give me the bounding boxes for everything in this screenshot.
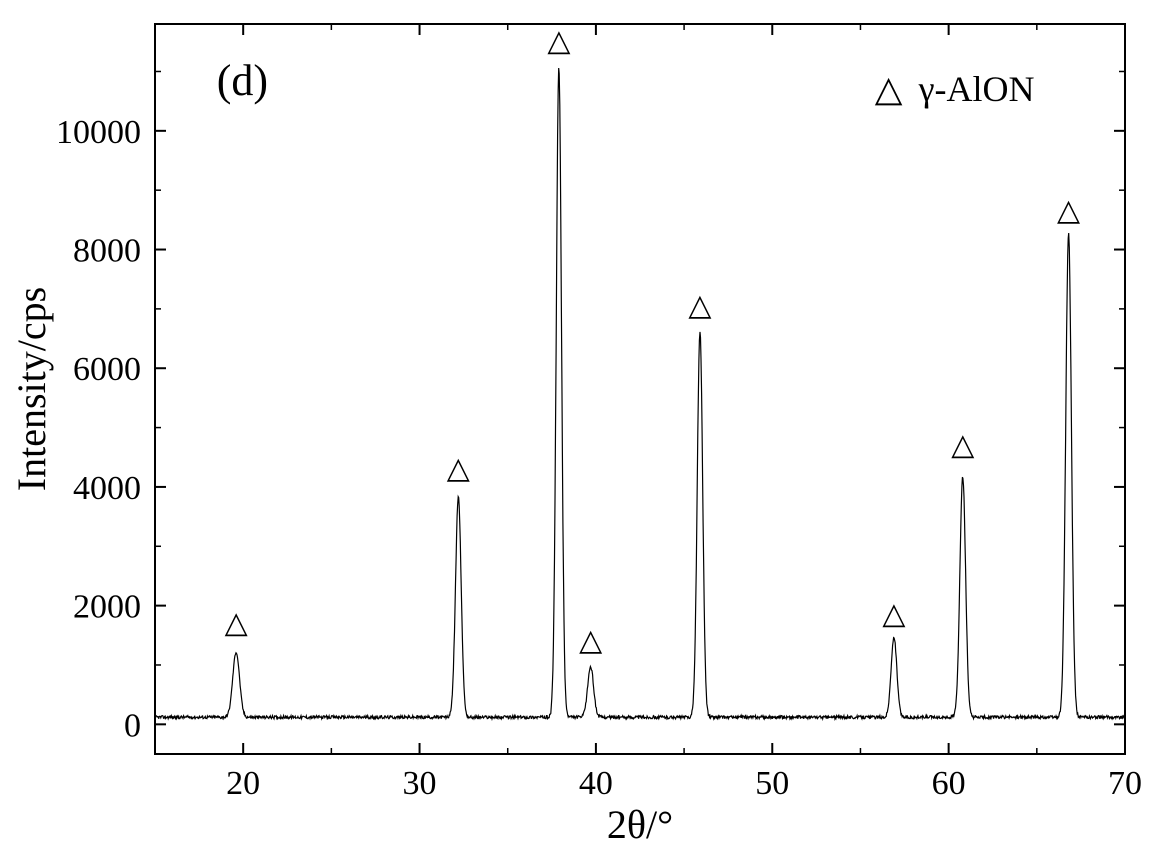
peak-marker: △ — [882, 597, 905, 630]
x-tick-label: 70 — [1108, 765, 1142, 802]
legend-text: γ-AlON — [918, 69, 1035, 109]
x-tick-label: 50 — [755, 765, 789, 802]
x-tick-label: 40 — [579, 765, 613, 802]
peak-marker: △ — [225, 606, 248, 639]
peak-marker: △ — [579, 624, 602, 657]
y-tick-label: 6000 — [73, 351, 141, 388]
y-tick-label: 2000 — [73, 589, 141, 626]
x-tick-label: 20 — [226, 765, 260, 802]
x-tick-label: 30 — [403, 765, 437, 802]
peak-marker: △ — [1057, 194, 1080, 227]
y-tick-label: 4000 — [73, 470, 141, 507]
x-axis-title: 2θ/° — [607, 802, 673, 847]
panel-label: (d) — [217, 56, 268, 105]
xrd-trace — [155, 68, 1125, 719]
y-axis-title: Intensity/cps — [9, 287, 54, 491]
y-tick-label: 8000 — [73, 233, 141, 270]
peak-marker: △ — [688, 289, 711, 322]
peak-marker: △ — [951, 428, 974, 461]
chart-svg: 20 30 40 50 60 70 0 2000 4000 6000 8000 10000 2θ/° In… — [0, 0, 1160, 848]
peak-marker: △ — [547, 25, 570, 58]
x-tick-label: 60 — [932, 765, 966, 802]
legend-symbol: △ — [875, 69, 903, 109]
xrd-chart: 20 30 40 50 60 70 0 2000 4000 6000 8000 10000 2θ/° In… — [0, 0, 1160, 848]
y-tick-label: 0 — [124, 707, 141, 744]
y-tick-label: 10000 — [56, 114, 141, 151]
peak-marker: △ — [447, 452, 470, 485]
